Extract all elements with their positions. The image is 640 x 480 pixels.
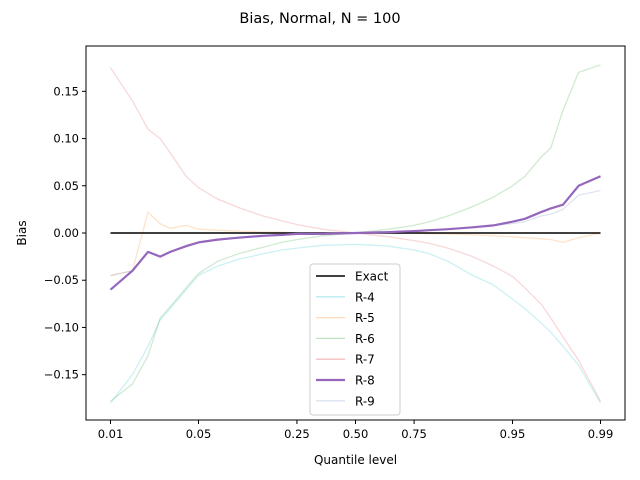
y-tick-label: 0.15: [53, 84, 79, 98]
chart-title: Bias, Normal, N = 100: [239, 11, 400, 27]
y-axis-label: Bias: [15, 220, 29, 245]
legend-label: R-8: [355, 374, 375, 388]
legend-item-r-6: R-6: [316, 332, 375, 346]
y-tick-label: −0.10: [44, 320, 79, 334]
legend-label: R-4: [355, 290, 375, 304]
x-tick-label: 0.99: [588, 427, 614, 441]
legend-label: R-9: [355, 394, 375, 408]
legend-item-r-7: R-7: [316, 353, 375, 367]
y-axis: 0.15 0.10 0.05 0.00 −0.05 −0.10 −0.15: [44, 84, 86, 382]
y-tick-label: 0.10: [53, 132, 79, 146]
legend-label: R-6: [355, 332, 375, 346]
legend-item-r-9: R-9: [316, 394, 375, 408]
legend-item-r-8: R-8: [316, 374, 375, 388]
x-tick-label: 0.95: [500, 427, 526, 441]
legend-box: [309, 263, 401, 416]
x-tick-label: 0.50: [343, 427, 369, 441]
y-tick-label: 0.00: [53, 226, 79, 240]
x-axis-label: Quantile level: [314, 453, 397, 467]
legend: Exact R-4 R-5 R-6 R-7 R-8 R-9: [309, 263, 401, 416]
series-line-r-4: [109, 243, 602, 404]
x-tick-label: 0.01: [98, 427, 124, 441]
x-tick-label: 0.75: [401, 427, 427, 441]
y-tick-label: −0.15: [44, 368, 79, 382]
y-tick-label: −0.05: [44, 273, 79, 287]
series-layer: [109, 64, 602, 404]
legend-item-exact: Exact: [316, 270, 389, 284]
y-tick-label: 0.05: [53, 179, 79, 193]
legend-label: R-7: [355, 353, 375, 367]
legend-label: Exact: [355, 270, 389, 284]
x-axis: 0.01 0.05 0.25 0.50 0.75 0.95 0.99: [98, 420, 614, 441]
legend-item-r-5: R-5: [316, 311, 375, 325]
x-tick-label: 0.05: [186, 427, 212, 441]
legend-item-r-4: R-4: [316, 290, 375, 304]
series-line-r-8: [109, 175, 601, 291]
x-tick-label: 0.25: [284, 427, 310, 441]
legend-label: R-5: [355, 311, 375, 325]
